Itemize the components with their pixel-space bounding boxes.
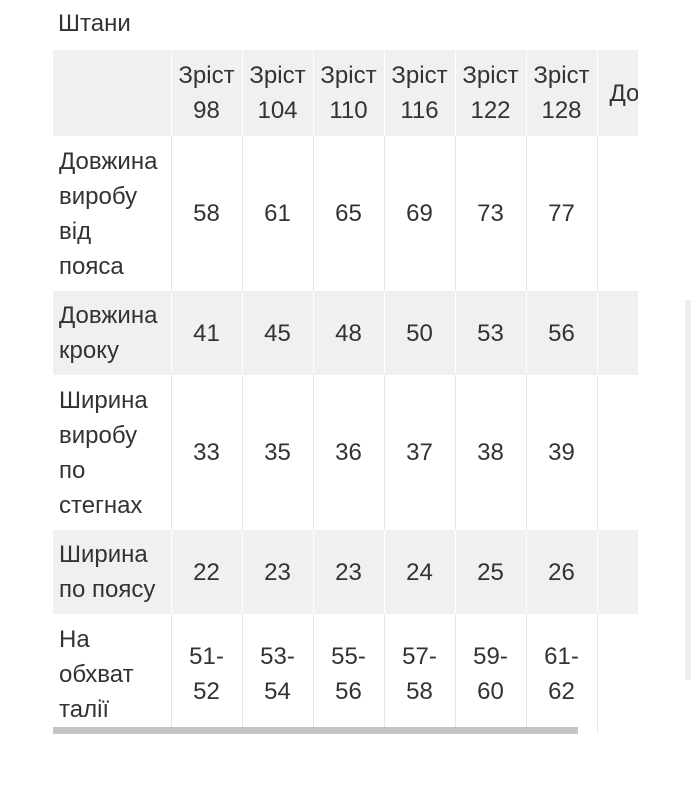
table-row: Довжина виробу від пояса 58 61 65 69 73 77 [53,136,638,291]
table-cell: 25 [455,530,527,614]
row-label: Довжина кроку [53,291,172,375]
table-cell: 57- 58 [384,614,456,734]
table-cell: 24 [384,530,456,614]
table-cell: 77 [526,136,598,291]
table-cell-extra [597,375,638,530]
table-cell-extra [597,291,638,375]
table-cell: 39 [526,375,598,530]
table-cell: 56 [526,291,598,375]
table-cell: 23 [313,530,385,614]
size-table: Зріст 98 Зріст 104 Зріст 110 Зріст 116 Зріст… [53,50,638,734]
row-label: Довжина виробу від пояса [53,136,172,291]
table-cell: 53 [455,291,527,375]
table-cell-extra [597,614,638,734]
table-row: Ширина по поясу 22 23 23 24 25 26 [53,530,638,614]
header-row: Зріст 98 Зріст 104 Зріст 110 Зріст 116 Зріст… [53,50,638,136]
header-corner-cell [53,50,172,136]
table-cell: 58 [171,136,243,291]
size-table-scroll-area[interactable]: Зріст 98 Зріст 104 Зріст 110 Зріст 116 Зріст… [53,50,638,734]
header-cell-size: Зріст 128 [526,50,598,136]
table-cell: 50 [384,291,456,375]
table-cell: 69 [384,136,456,291]
table-cell: 73 [455,136,527,291]
header-cell-size: Зріст 116 [384,50,456,136]
table-cell-extra [597,530,638,614]
table-cell: 35 [242,375,314,530]
row-label: На обхват талії [53,614,172,734]
table-cell: 45 [242,291,314,375]
table-cell-extra [597,136,638,291]
side-divider [685,300,691,680]
horizontal-scrollbar[interactable] [53,727,578,734]
header-cell-size: Зріст 104 [242,50,314,136]
table-cell: 59- 60 [455,614,527,734]
table-cell: 55- 56 [313,614,385,734]
page-title: Штани [58,10,131,37]
table-cell: 61 [242,136,314,291]
table-cell: 38 [455,375,527,530]
header-cell-size: Зріст 98 [171,50,243,136]
table-cell: 61- 62 [526,614,598,734]
table-cell: 22 [171,530,243,614]
table-cell: 41 [171,291,243,375]
table-cell: 51- 52 [171,614,243,734]
table-row: Довжина кроку 41 45 48 50 53 56 [53,291,638,375]
table-cell: 53- 54 [242,614,314,734]
row-label: Ширина по поясу [53,530,172,614]
header-cell-extra: До [597,50,638,136]
table-cell: 36 [313,375,385,530]
table-cell: 26 [526,530,598,614]
row-label: Ширина виробу по стегнах [53,375,172,530]
table-row: Ширина виробу по стегнах 33 35 36 37 38 39 [53,375,638,530]
table-cell: 48 [313,291,385,375]
table-row: На обхват талії 51- 52 53- 54 55- 56 57- 58 59… [53,614,638,734]
header-cell-size: Зріст 110 [313,50,385,136]
table-cell: 33 [171,375,243,530]
table-cell: 37 [384,375,456,530]
table-cell: 23 [242,530,314,614]
header-cell-size: Зріст 122 [455,50,527,136]
table-cell: 65 [313,136,385,291]
